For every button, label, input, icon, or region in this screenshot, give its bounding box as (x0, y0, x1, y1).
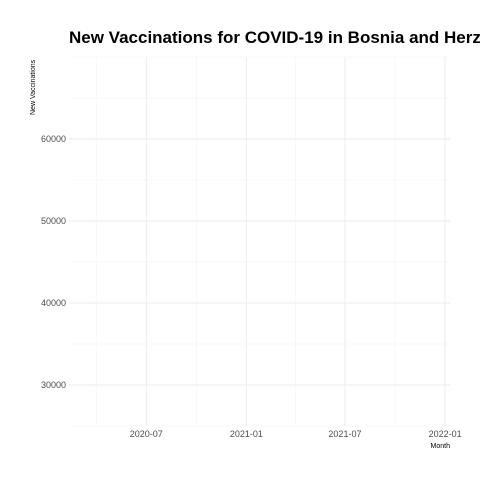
grid (69, 56, 450, 427)
x-tick-label: 2020-07 (130, 429, 163, 439)
y-tick-label: 60000 (41, 134, 66, 144)
x-tick-label: 2022-01 (429, 429, 462, 439)
y-tick-label: 40000 (41, 298, 66, 308)
chart-title: New Vaccinations for COVID-19 in Bosnia … (69, 28, 480, 47)
x-axis-ticks: 2020-07 2021-01 2021-07 2022-01 (130, 429, 462, 439)
y-axis-ticks: 30000 40000 50000 60000 (41, 134, 66, 390)
y-tick-label: 30000 (41, 380, 66, 390)
x-axis-label: Month (431, 443, 451, 450)
y-axis-label: New Vaccinations (30, 59, 37, 115)
x-tick-label: 2021-01 (230, 429, 263, 439)
y-tick-label: 50000 (41, 216, 66, 226)
x-tick-label: 2021-07 (328, 429, 361, 439)
